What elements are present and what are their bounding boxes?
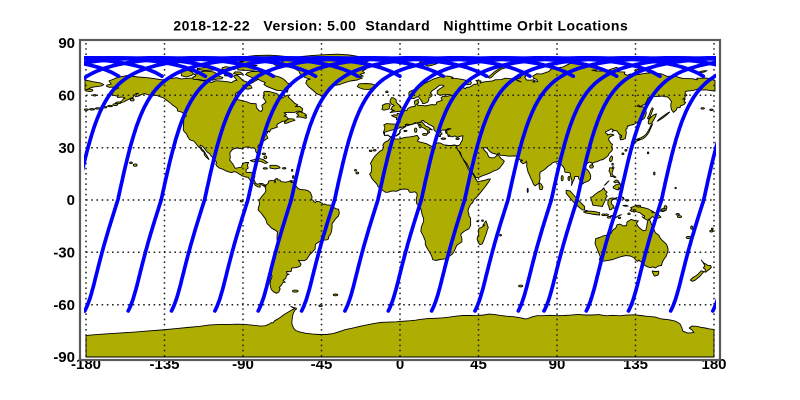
svg-text:0: 0 [396, 356, 404, 373]
svg-text:60: 60 [58, 88, 75, 105]
svg-text:2018-12-22 Version: 5.00 St: 2018-12-22 Version: 5.00 Standard Nightt… [173, 17, 628, 33]
svg-text:180: 180 [701, 356, 726, 373]
svg-text:45: 45 [470, 356, 487, 373]
svg-text:0: 0 [67, 192, 75, 209]
svg-text:-90: -90 [53, 349, 75, 366]
svg-text:90: 90 [549, 356, 566, 373]
svg-text:90: 90 [58, 35, 75, 52]
svg-text:-60: -60 [53, 297, 75, 314]
svg-text:30: 30 [58, 140, 75, 157]
svg-text:-135: -135 [149, 356, 179, 373]
svg-text:-45: -45 [311, 356, 333, 373]
svg-text:-180: -180 [71, 356, 101, 373]
svg-text:135: 135 [623, 356, 648, 373]
svg-text:-30: -30 [53, 245, 75, 262]
svg-text:-90: -90 [232, 356, 254, 373]
